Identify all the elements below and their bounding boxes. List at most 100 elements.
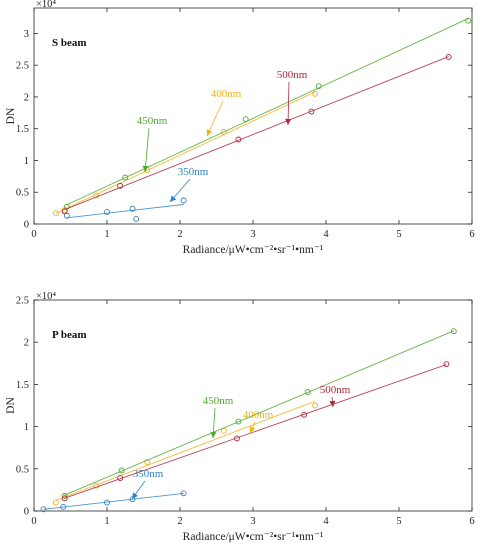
annotation-arrowhead [170,195,177,202]
data-point [61,208,68,215]
data-point [133,215,140,222]
chart-panel-1: 0 1 2 3 4 5 6 0 0.5 1 1.5 2 2.5 3 ×10⁴ Radiance/μW•cm⁻²… [5,0,475,256]
series-annotation: 500nm [277,69,308,81]
annotation-arrow [206,100,224,137]
x-tick-label: 4 [323,229,329,240]
y-multiplier: ×10⁴ [36,0,56,10]
x-tick-label: 0 [31,516,36,527]
data-point [60,503,67,510]
x-axis-label: Radiance/μW•cm⁻²•sr⁻¹•nm⁻¹ [183,244,324,256]
series-400nm: 400nm [52,88,318,217]
x-tick-label: 2 [177,516,182,527]
panel-label: S beam [52,37,87,49]
data-point [304,389,311,395]
chart-panel-2: 0 1 2 3 4 5 6 0 0.5 1 1.5 2 2.5 ×10⁴ Radiance/μW•cm⁻²•… [5,291,475,543]
series-450nm: 450nm [61,328,457,499]
data-point [180,490,187,497]
fit-line [66,204,184,219]
annotation-arrowhead [249,426,256,433]
series-annotation: 350nm [178,166,209,178]
data-point [242,116,249,123]
y-tick-label: 1.5 [16,124,29,135]
x-tick-label: 6 [469,229,474,240]
x-tick-label: 3 [250,229,255,240]
data-point [61,492,68,499]
y-tick-label: 1 [24,156,29,167]
data-point [235,136,242,143]
x-tick-label: 2 [177,229,182,240]
data-point [117,475,124,482]
data-point [443,361,450,368]
x-tick-label: 4 [323,516,329,527]
data-point [144,459,151,465]
series-annotation: 350nm [133,468,164,480]
y-tick-label: 3 [24,29,29,40]
x-tick-label: 1 [104,516,109,527]
data-point [233,435,240,442]
data-point [93,482,100,489]
series-500nm: 500nm [61,53,452,215]
data-point [315,83,322,90]
data-point [93,192,100,199]
y-tick-label: 1.5 [16,380,29,391]
y-tick-label: 2 [24,92,29,103]
y-tick-label: 0 [24,220,29,231]
fit-line [43,492,184,510]
series-annotation: 500nm [320,384,351,396]
data-point [129,205,136,212]
x-tick-label: 5 [396,516,401,527]
data-point [301,411,308,418]
annotation-arrowhead [132,492,138,499]
y-tick-label: 0.5 [16,464,29,475]
panel-label: P beam [52,329,87,341]
fit-line [55,91,316,214]
data-point [465,17,472,24]
x-tick-label: 5 [396,229,401,240]
series-annotation: 400nm [243,409,274,421]
x-tick-label: 6 [469,516,474,527]
y-tick-label: 1 [24,422,29,433]
data-point [308,108,315,115]
plot-area [33,7,473,225]
data-point [117,182,124,189]
data-point [104,208,110,215]
data-point [52,210,59,217]
series-annotation: 450nm [137,115,168,127]
y-multiplier: ×10⁴ [36,291,56,302]
y-tick-label: 2.5 [16,61,29,72]
annotation-arrowhead [210,431,217,438]
fit-line [64,330,454,496]
series-annotation: 400nm [211,88,242,100]
annotation-arrow [287,81,290,126]
data-point [40,506,47,513]
series-500nm: 500nm [61,361,450,502]
annotation-arrow [144,127,150,173]
y-tick-label: 0 [24,507,29,518]
series-350nm: 350nm [63,166,209,222]
annotation-arrowhead [329,400,336,407]
x-tick-label: 0 [31,229,36,240]
data-point [52,499,59,506]
data-point [180,197,187,204]
y-axis-label: DN [5,107,17,124]
data-point [118,467,125,474]
data-point [61,495,68,502]
fit-line [55,400,316,501]
fit-line [64,364,447,499]
data-point [450,328,457,335]
data-point [104,499,110,506]
fit-line [66,18,469,206]
series-450nm: 450nm [63,17,472,210]
y-tick-label: 0.5 [16,188,29,199]
y-tick-label: 2.5 [16,296,29,307]
x-axis-label: Radiance/μW•cm⁻²•sr⁻¹•nm⁻¹ [183,531,324,543]
annotation-arrowhead [206,129,213,136]
data-point [122,174,129,181]
plot-area [33,299,473,512]
fit-line [64,56,449,211]
x-tick-label: 1 [104,229,109,240]
annotation-arrowhead [142,165,149,172]
y-axis-label: DN [5,397,17,414]
data-point [312,90,318,97]
